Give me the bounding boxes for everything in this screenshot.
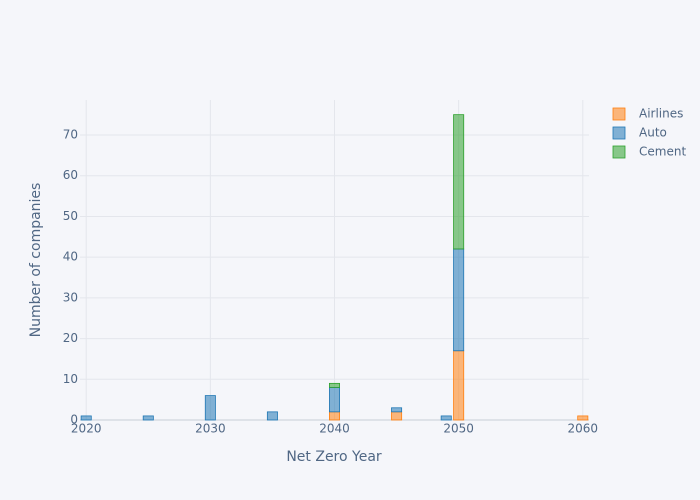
legend-swatch	[612, 126, 626, 140]
bar	[329, 411, 340, 421]
legend-swatch	[612, 107, 626, 121]
y-tick-label: 70	[63, 128, 78, 142]
y-axis-title: Number of companies	[28, 183, 44, 338]
legend-swatch	[612, 145, 626, 159]
y-tick-label: 10	[63, 372, 78, 386]
bar	[142, 415, 154, 421]
x-tick-label: 2020	[71, 422, 102, 436]
bar	[329, 382, 340, 388]
y-tick-label: 40	[63, 250, 78, 264]
bar	[204, 395, 216, 421]
legend-label: Cement	[639, 145, 686, 159]
y-tick-label: 60	[63, 168, 78, 182]
bar	[453, 350, 465, 421]
bar	[440, 415, 452, 421]
legend-label: Auto	[639, 126, 667, 140]
bar	[453, 114, 465, 250]
x-tick-label: 2060	[568, 422, 599, 436]
bar	[453, 248, 465, 352]
y-tick-label: 30	[63, 290, 78, 304]
legend-label: Airlines	[639, 107, 683, 121]
bar	[391, 411, 403, 421]
bar	[266, 411, 278, 421]
y-tick-label: 50	[63, 209, 78, 223]
y-tick-label: 0	[70, 413, 78, 427]
x-tick-label: 2030	[195, 422, 226, 436]
bar	[391, 407, 403, 413]
bar	[329, 387, 340, 413]
x-axis-title: Net Zero Year	[286, 449, 382, 465]
x-tick-label: 2040	[319, 422, 350, 436]
bar	[80, 415, 92, 421]
bar	[577, 415, 589, 421]
y-tick-label: 20	[63, 331, 78, 345]
x-tick-label: 2050	[443, 422, 474, 436]
